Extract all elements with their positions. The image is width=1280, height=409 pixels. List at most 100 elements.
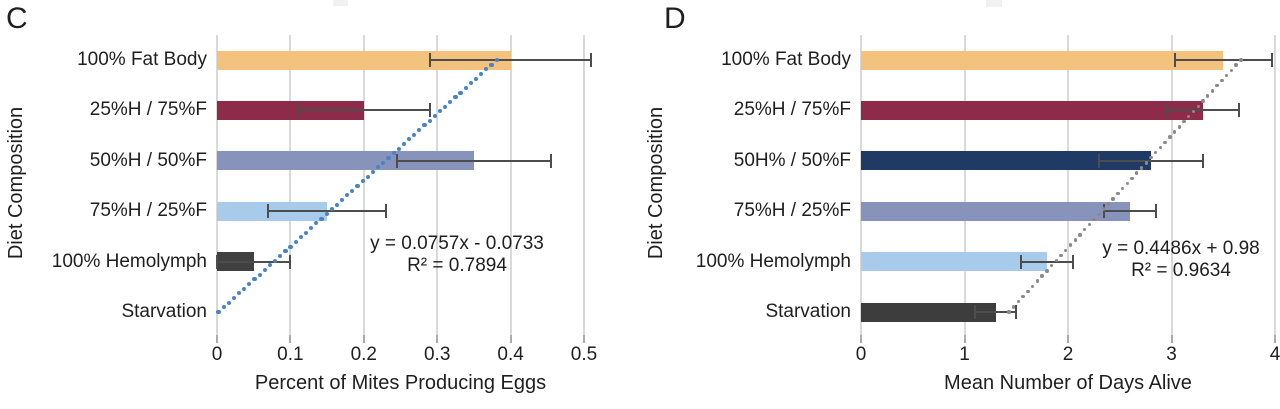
error-bar-cap (590, 53, 593, 67)
category-label-4: 100% Hemolymph (695, 250, 851, 272)
trendline-dot (489, 62, 494, 67)
x-axis-tick (1274, 335, 1276, 343)
x-tick-label: 0.1 (277, 344, 304, 365)
error-bar-cap (384, 204, 387, 219)
error-bar-cap (1072, 254, 1075, 269)
trendline-equation: y = 0.0757x - 0.0733 R² = 0.7894 (317, 233, 597, 277)
x-axis-tick (509, 335, 512, 343)
error-bar-cap (216, 254, 218, 269)
trendline-dot (458, 90, 463, 95)
gridline (216, 35, 218, 335)
category-label-4: 100% Hemolymph (51, 250, 207, 272)
x-axis-tick (362, 335, 365, 343)
trendline-dot (1045, 269, 1049, 273)
trendline-dot (1073, 238, 1077, 242)
trendline-dot (443, 104, 448, 109)
trendline-dot (1149, 156, 1153, 160)
trendline-dot (288, 244, 293, 249)
trendline-dot (1116, 192, 1120, 196)
trendline-dot (226, 300, 231, 305)
crop-artifact (333, 0, 348, 6)
trendline-dot (468, 81, 473, 86)
error-bar-cap (395, 153, 398, 168)
trendline-dot (1234, 63, 1238, 67)
trendline-dot (247, 281, 252, 287)
gridline (1274, 35, 1276, 335)
trendline-dot (355, 183, 360, 189)
error-bar-cap (1015, 305, 1018, 319)
x-tick-label: 0 (855, 344, 867, 365)
trendline-dot (350, 188, 355, 193)
error-bar-line (1099, 159, 1203, 162)
error-bar-line (268, 210, 386, 213)
category-label-3: 75%H / 25%F (89, 200, 207, 222)
trendline-dot (1158, 145, 1163, 150)
trendline-dot (1210, 89, 1215, 93)
trendline-dot (1196, 104, 1200, 108)
trendline-dot (1224, 73, 1229, 78)
trendline-dot (473, 76, 479, 81)
trendline-dot (1101, 207, 1106, 211)
trendline-dot (1007, 310, 1011, 314)
trendline-dot (1172, 130, 1177, 134)
trendline-dot (1139, 166, 1144, 170)
trendline-dot (1206, 94, 1210, 98)
bar-2 (861, 151, 1151, 171)
trendline-dot (381, 160, 386, 165)
trendline-dot (1191, 109, 1196, 114)
gridline (436, 35, 439, 335)
error-bar-line (396, 159, 551, 162)
gridline (963, 35, 966, 335)
error-bar-line (429, 59, 592, 61)
trendline-dot (319, 216, 324, 221)
trendline-dot (309, 225, 314, 231)
trendline-dot (1229, 68, 1234, 72)
trendline-dot (1201, 99, 1205, 103)
trendline-dot (278, 253, 283, 259)
trendline-dot (406, 137, 412, 142)
error-bar-cap (1098, 153, 1101, 168)
x-tick-label: 0.3 (423, 344, 451, 365)
trendline-dot (242, 286, 247, 291)
error-bar-cap (1103, 204, 1106, 219)
error-bar-cap (1237, 103, 1240, 118)
category-label-2: 50H% / 50%F (733, 149, 851, 171)
r-squared-line: R² = 0.9634 (1131, 260, 1231, 281)
trendline-dot (417, 127, 422, 133)
crop-artifact (986, 0, 1002, 7)
category-label-3: 75%H / 25%F (733, 200, 851, 222)
trendline-dot (1016, 300, 1021, 304)
trendline-dot (231, 295, 236, 301)
bar-1 (861, 100, 1203, 120)
trendline-dot (1220, 78, 1224, 83)
trendline-dot (252, 277, 257, 282)
error-bar-cap (549, 153, 552, 168)
panel-letter: D (664, 2, 686, 35)
trendline-dot (1097, 212, 1101, 216)
x-tick-label: 4 (1269, 344, 1280, 365)
error-bar-line (1174, 59, 1272, 61)
trendline-dot (1021, 294, 1025, 299)
trendline-dot (216, 309, 221, 315)
trendline-dot (1163, 140, 1167, 144)
trendline-dot (1087, 222, 1092, 227)
trendline-dot (1111, 197, 1115, 201)
equation-line: y = 0.4486x + 0.98 (1102, 238, 1260, 259)
trendline-dot (1135, 171, 1139, 175)
trendline-dot (1092, 217, 1096, 222)
trendline-dot (334, 202, 340, 207)
trendline-dot (1177, 125, 1182, 129)
gridline (509, 35, 512, 335)
trendline-dot (365, 174, 370, 179)
bar-3 (861, 201, 1131, 221)
trendline-dot (412, 132, 417, 137)
trendline-dot (283, 249, 288, 254)
trendline-equation: y = 0.4486x + 0.98 R² = 0.9634 (1041, 238, 1280, 282)
trendline-dot (1012, 305, 1016, 309)
trendline-dot (1187, 114, 1191, 119)
trendline-dot (273, 258, 278, 263)
trendline-dot (370, 169, 376, 175)
bar-0 (861, 50, 1224, 70)
error-bar-cap (428, 103, 431, 118)
trendline-dot (267, 263, 273, 268)
